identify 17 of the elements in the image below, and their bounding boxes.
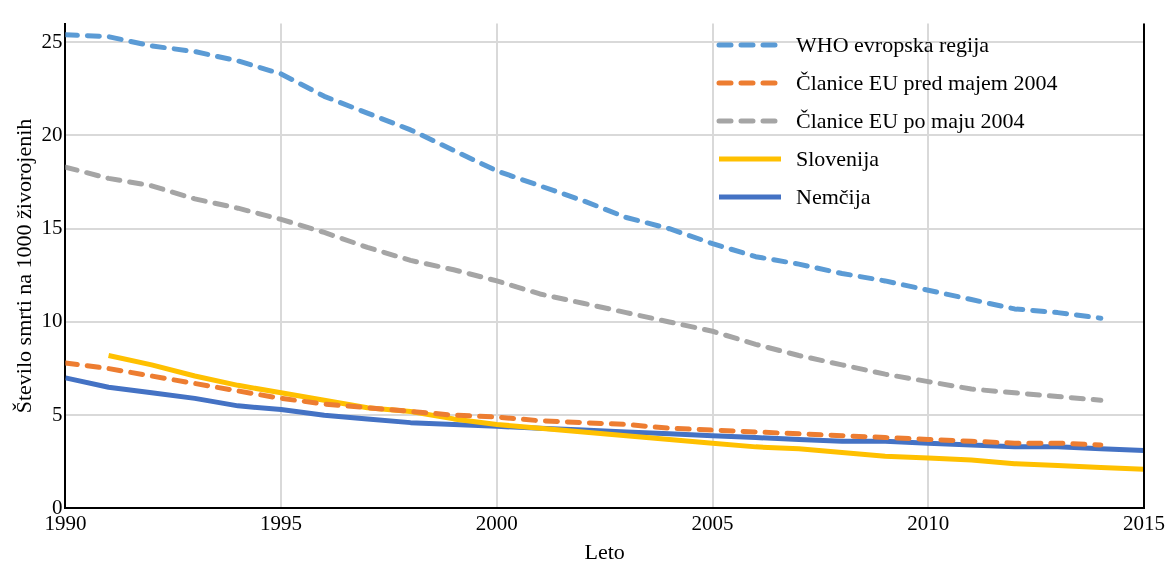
legend-label: Članice EU pred majem 2004 [796,68,1058,97]
y-tick-label: 20 [41,121,63,146]
x-axis-title: Leto [584,538,625,564]
x-tick-label: 2010 [907,510,950,535]
x-tick-label: 2000 [475,510,518,535]
y-axis-title: Število smrti na 1000 živorojenih [10,118,36,414]
legend-label: Nemčija [796,182,871,211]
legend-label: WHO evropska regija [796,30,990,59]
x-tick-label: 2015 [1123,510,1165,535]
legend-label: Članice EU po maju 2004 [796,106,1025,135]
y-tick-label: 5 [51,401,63,426]
y-tick-label: 15 [41,215,63,240]
y-tick-label: 25 [41,28,63,53]
x-tick-label: 1995 [260,510,303,535]
y-tick-label: 10 [41,308,63,333]
x-tick-label: 2005 [691,510,734,535]
legend-label: Slovenija [796,144,880,173]
